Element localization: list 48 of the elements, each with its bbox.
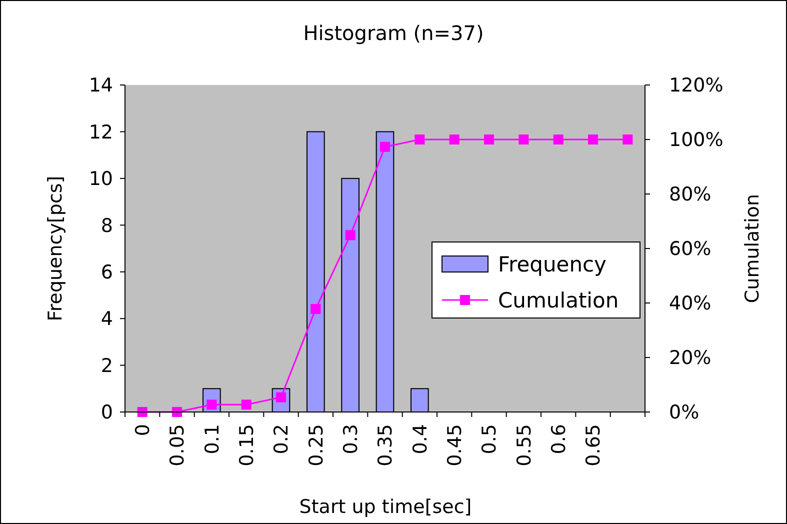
y-tick-label: 4 bbox=[100, 308, 113, 330]
y2-tick-label: 80% bbox=[669, 184, 712, 206]
legend-label: Frequency bbox=[498, 252, 606, 276]
y-axis-title: Frequency[pcs] bbox=[44, 176, 67, 322]
chart-title: Histogram (n=37) bbox=[303, 21, 484, 45]
point bbox=[310, 304, 321, 314]
y-tick-label: 8 bbox=[100, 214, 113, 237]
y2-tick-label: 40% bbox=[669, 292, 712, 315]
x-tick-label: 0.05 bbox=[166, 424, 189, 466]
point bbox=[137, 407, 148, 417]
point bbox=[414, 134, 425, 144]
x-tick-label: 0.65 bbox=[582, 424, 605, 466]
x-tick-label: 0.15 bbox=[236, 424, 258, 466]
y2-tick-label: 120% bbox=[669, 74, 724, 97]
x-tick-label: 0.3 bbox=[340, 424, 362, 454]
y-tick-label: 6 bbox=[100, 262, 113, 284]
y-tick-label: 12 bbox=[88, 121, 113, 144]
point bbox=[553, 134, 564, 144]
x-tick-label: 0.55 bbox=[513, 424, 536, 466]
x-tick-label: 0.5 bbox=[478, 424, 501, 454]
point bbox=[588, 134, 598, 144]
x-tick-label: 0.4 bbox=[409, 424, 432, 454]
point bbox=[380, 142, 390, 152]
point bbox=[518, 134, 529, 144]
y2-tick-label: 20% bbox=[669, 347, 712, 370]
x-tick-label: 0.6 bbox=[548, 424, 570, 454]
point bbox=[172, 407, 182, 417]
x-tick-label: 0.25 bbox=[305, 424, 328, 466]
legend-label: Cumulation bbox=[498, 288, 619, 312]
y2-tick-label: 0% bbox=[669, 402, 700, 424]
y2-tick-label: 60% bbox=[669, 238, 712, 260]
y-tick-label: 2 bbox=[100, 354, 113, 377]
x-tick-label: 0 bbox=[132, 424, 154, 436]
x-axis-title: Start up time[sec] bbox=[299, 496, 472, 518]
y-tick-label: 14 bbox=[88, 74, 113, 97]
point bbox=[622, 134, 633, 144]
x-tick-label: 0.45 bbox=[444, 424, 466, 466]
point bbox=[241, 400, 252, 410]
point bbox=[449, 134, 460, 144]
y2-axis-title: Cumulation bbox=[742, 194, 764, 304]
y-tick-label: 0 bbox=[100, 402, 113, 424]
y2-tick-label: 100% bbox=[669, 129, 724, 152]
point bbox=[484, 134, 494, 144]
x-tick-label: 0.1 bbox=[201, 424, 224, 454]
y-tick-label: 10 bbox=[88, 168, 113, 190]
point bbox=[345, 230, 356, 240]
x-tick-label: 0.2 bbox=[270, 424, 293, 454]
x-tick-label: 0.35 bbox=[374, 424, 397, 466]
